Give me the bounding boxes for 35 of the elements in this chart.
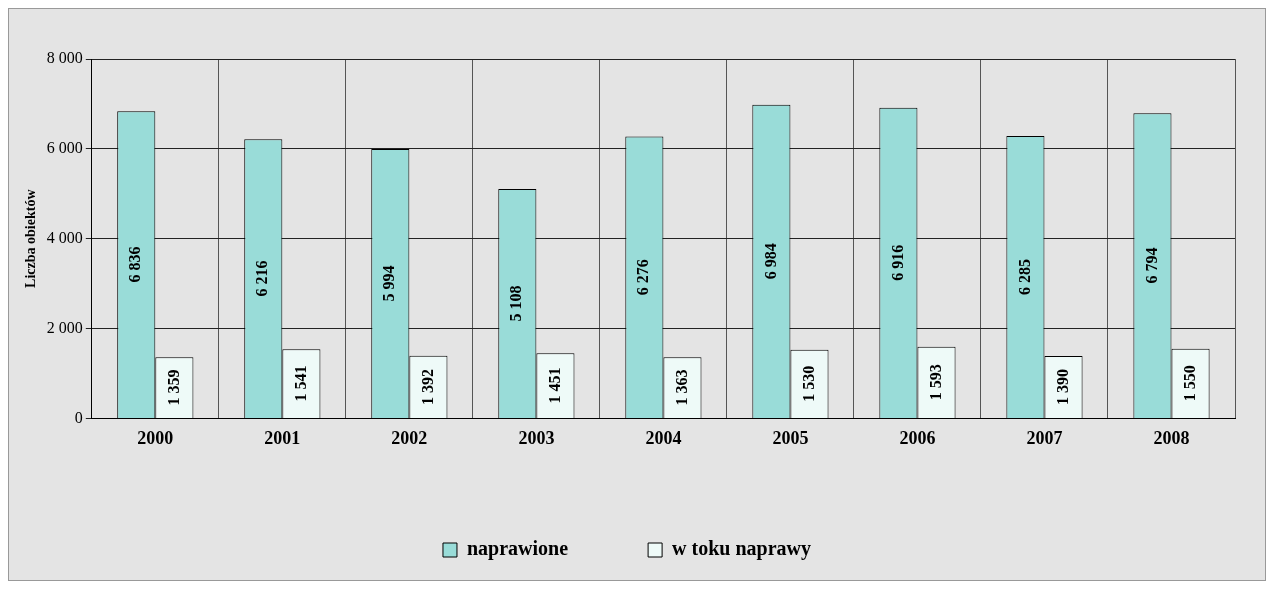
y-tick-label: 8 000	[46, 49, 83, 67]
data-label: 6 984	[761, 243, 779, 280]
y-tick-label: 0	[74, 408, 83, 426]
x-tick-label: 2001	[264, 427, 301, 448]
data-label: 1 541	[291, 365, 309, 402]
x-tick-label: 2004	[645, 427, 682, 448]
data-label: 5 108	[507, 285, 525, 322]
data-label: 6 216	[253, 260, 271, 297]
legend-label: w toku naprawy	[672, 537, 812, 561]
data-label: 5 994	[380, 265, 398, 302]
x-tick-label: 2007	[1026, 427, 1063, 448]
data-label: 6 285	[1015, 258, 1033, 295]
x-tick-label: 2003	[518, 427, 555, 448]
x-tick-label: 2006	[899, 427, 936, 448]
data-label: 6 836	[126, 246, 144, 283]
data-label: 1 451	[545, 367, 563, 404]
data-label: 1 363	[672, 369, 690, 406]
data-label: 6 276	[634, 259, 652, 296]
legend-label: naprawione	[466, 537, 569, 561]
x-tick-label: 2000	[137, 427, 174, 448]
data-label: 1 392	[418, 368, 436, 405]
data-label: 1 550	[1180, 365, 1198, 402]
x-tick-label: 2005	[772, 427, 809, 448]
x-tick-label: 2002	[391, 427, 428, 448]
data-label: 1 593	[926, 364, 944, 401]
data-label: 1 390	[1053, 368, 1071, 405]
y-tick-label: 4 000	[46, 228, 83, 246]
data-label: 6 916	[888, 244, 906, 281]
x-tick-label: 2008	[1153, 427, 1190, 448]
y-tick-label: 2 000	[46, 318, 83, 336]
data-label: 1 530	[799, 365, 817, 402]
data-label: 6 794	[1142, 247, 1160, 284]
y-axis-title: Liczba obiektów	[23, 188, 39, 288]
data-label: 1 359	[164, 369, 182, 406]
y-tick-label: 6 000	[46, 139, 83, 157]
